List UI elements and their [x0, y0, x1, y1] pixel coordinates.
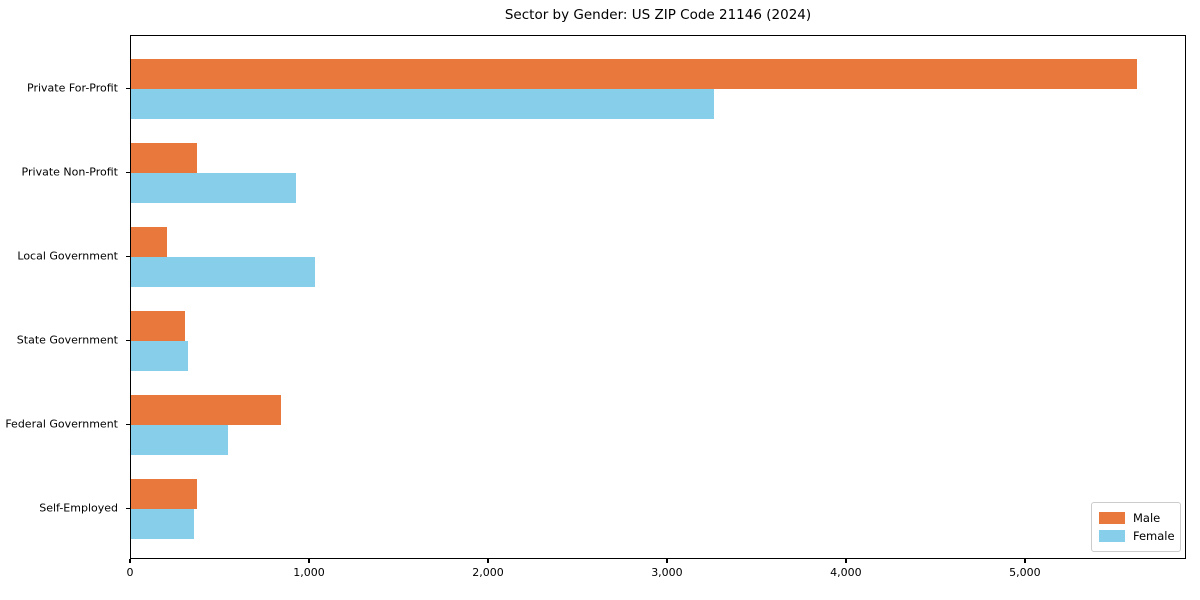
chart-title: Sector by Gender: US ZIP Code 21146 (202… — [504, 7, 812, 23]
y-tick-1 — [126, 171, 130, 173]
x-tick-2 — [487, 559, 489, 563]
bar-male-1 — [131, 143, 197, 173]
legend-label-male: Male — [1133, 511, 1161, 525]
y-axis-label-1: Private Non-Profit — [21, 165, 118, 179]
x-tick-5 — [1024, 559, 1026, 563]
x-tick-4 — [845, 559, 847, 563]
x-tick-0 — [129, 559, 131, 563]
x-axis-label-5: 5,000 — [1009, 566, 1041, 579]
bar-male-4 — [131, 395, 281, 425]
bar-male-0 — [131, 59, 1137, 89]
y-axis-label-5: Self-Employed — [39, 501, 118, 515]
x-tick-1 — [308, 559, 310, 563]
x-axis-label-1: 1,000 — [293, 566, 325, 579]
y-tick-2 — [126, 255, 130, 257]
y-tick-5 — [126, 507, 130, 509]
y-tick-0 — [126, 87, 130, 89]
x-axis-label-3: 3,000 — [651, 566, 683, 579]
bar-male-2 — [131, 227, 167, 257]
bar-female-2 — [131, 257, 315, 287]
bar-female-5 — [131, 509, 194, 539]
bar-female-4 — [131, 425, 228, 455]
bar-male-5 — [131, 479, 197, 509]
y-axis-label-4: Federal Government — [5, 417, 118, 431]
x-axis-label-4: 4,000 — [830, 566, 862, 579]
legend-label-female: Female — [1133, 529, 1175, 543]
legend-swatch-male — [1099, 512, 1125, 524]
x-axis-label-2: 2,000 — [472, 566, 504, 579]
legend: Male Female — [1091, 502, 1181, 552]
bar-female-0 — [131, 89, 714, 119]
y-tick-4 — [126, 423, 130, 425]
plot-area: Male Female — [130, 35, 1186, 559]
legend-entries: Male Female — [1099, 509, 1175, 545]
bar-male-3 — [131, 311, 185, 341]
x-axis-label-0: 0 — [126, 566, 134, 579]
bar-female-3 — [131, 341, 188, 371]
y-axis-label-3: State Government — [16, 333, 118, 347]
y-tick-3 — [126, 339, 130, 341]
legend-swatch-female — [1099, 530, 1125, 542]
legend-entry-female: Female — [1099, 527, 1175, 545]
y-axis-label-2: Local Government — [17, 249, 118, 263]
y-axis-label-0: Private For-Profit — [27, 81, 118, 95]
bar-female-1 — [131, 173, 296, 203]
x-tick-3 — [666, 559, 668, 563]
legend-entry-male: Male — [1099, 509, 1172, 527]
